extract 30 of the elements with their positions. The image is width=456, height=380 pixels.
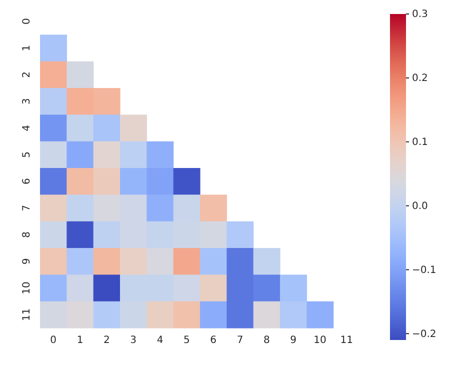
x-tick-label: 1 — [76, 335, 84, 346]
x-tick-label: 3 — [130, 335, 137, 346]
x-tick-label: 9 — [290, 335, 297, 346]
y-tick-label: 8 — [22, 231, 32, 238]
y-tick-label: 2 — [22, 71, 32, 78]
y-tick-label: 10 — [22, 282, 32, 294]
x-tick-label: 5 — [183, 335, 190, 346]
y-tick-label: 11 — [22, 308, 32, 322]
y-tick-label: 9 — [22, 258, 32, 265]
x-tick-label: 11 — [340, 335, 354, 346]
color-bar-label: 0.2 — [412, 73, 428, 84]
color-bar-label: 0.1 — [412, 137, 428, 148]
y-tick-label: 6 — [22, 178, 32, 185]
y-tick-label: 3 — [22, 98, 32, 105]
y-tick-label: 7 — [22, 204, 32, 212]
y-tick-label: 4 — [22, 124, 32, 132]
x-tick-label: 8 — [263, 335, 270, 346]
y-tick-label: 5 — [22, 151, 32, 158]
color-bar-label: −0.1 — [412, 264, 436, 276]
y-tick-label: 0 — [22, 18, 32, 25]
y-tick-label: 1 — [22, 44, 32, 52]
color-bar-label: 0.3 — [412, 9, 428, 20]
color-bar-label: 0.0 — [412, 200, 428, 212]
x-tick-label: 10 — [314, 335, 326, 346]
x-tick-label: 7 — [236, 335, 244, 346]
color-bar-label: −0.2 — [412, 328, 436, 340]
x-tick-label: 2 — [103, 335, 110, 346]
x-tick-label: 6 — [210, 335, 217, 346]
x-tick-label: 4 — [156, 335, 164, 346]
x-tick-label: 0 — [50, 335, 57, 346]
